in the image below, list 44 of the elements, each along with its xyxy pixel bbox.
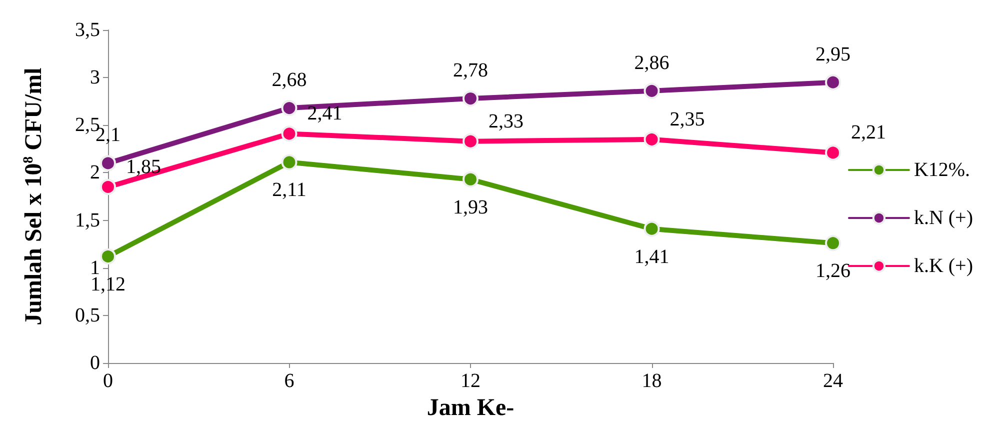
- x-tick-label: 6: [284, 370, 294, 392]
- data-label: 2,86: [634, 52, 670, 74]
- point: [644, 220, 660, 237]
- data-label: 1,41: [634, 246, 670, 268]
- y-tick-label: 3: [90, 66, 100, 89]
- y-tick-label: 3,5: [75, 19, 100, 41]
- point: [100, 248, 116, 264]
- point: [281, 154, 298, 170]
- data-label: 2,11: [272, 179, 306, 202]
- y-axis-title: Jumlah Sel x 108 CFU/ml: [21, 67, 47, 326]
- point: [825, 74, 841, 90]
- data-label: 1,93: [453, 196, 488, 218]
- data-label: 1,26: [816, 260, 850, 282]
- data-label: 2,68: [272, 69, 307, 92]
- x-tick-label: 18: [642, 370, 662, 392]
- x-axis-title: Jam Ke-: [426, 394, 514, 421]
- point: [825, 144, 841, 161]
- data-label: 1,12: [90, 273, 126, 296]
- point: [281, 100, 298, 116]
- data-label: 2,21: [851, 122, 886, 144]
- y-tick-label: 0,5: [75, 304, 100, 326]
- point: [462, 171, 478, 188]
- legend-label: k.K (+): [914, 255, 974, 277]
- data-label: 2,33: [488, 110, 524, 132]
- point: [100, 178, 116, 195]
- point: [644, 82, 660, 99]
- point: [462, 90, 478, 106]
- legend-label: k.N (+): [914, 207, 974, 229]
- point: [462, 133, 478, 150]
- point: [644, 131, 660, 148]
- y-tick-label: 0: [90, 352, 100, 374]
- data-label: 2,95: [816, 43, 850, 66]
- y-tick-label: 2: [90, 162, 100, 184]
- data-label: 1,85: [126, 156, 161, 178]
- data-label: 2,78: [453, 60, 488, 82]
- point: [825, 235, 841, 252]
- legend-label: K12%.: [914, 159, 970, 181]
- point: [100, 155, 116, 172]
- data-label: 2,41: [307, 102, 342, 125]
- data-label: 2,35: [670, 108, 705, 130]
- point: [281, 126, 298, 142]
- x-tick-label: 24: [823, 370, 843, 392]
- x-tick-label: 12: [460, 370, 480, 392]
- y-tick-label: 1,5: [75, 209, 100, 232]
